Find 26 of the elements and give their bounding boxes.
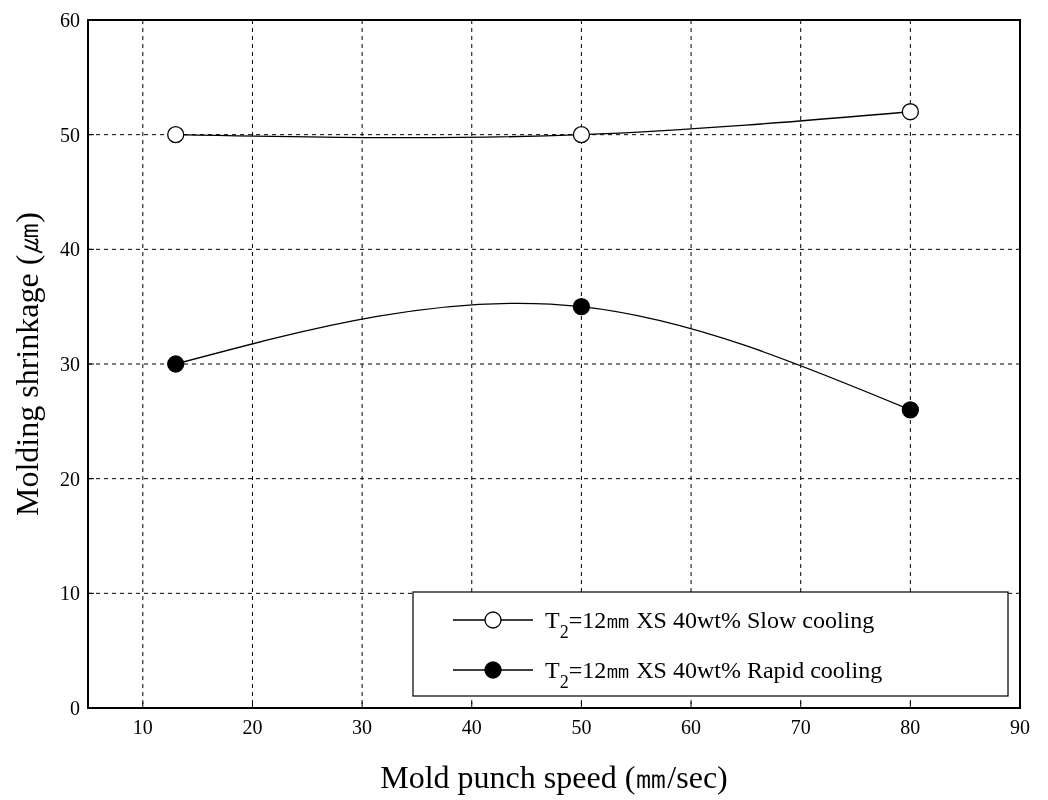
legend-label: T$_{2}$=12㎜ XS 40wt% Rapid cooling (545, 657, 883, 692)
point (167, 355, 185, 373)
x-tick-label: 70 (790, 716, 811, 738)
point (901, 103, 919, 121)
point (572, 298, 591, 316)
legend-label: T$_{2}$=12㎜ XS 40wt% Slow cooling (545, 607, 875, 642)
x-tick-label: 90 (1010, 716, 1030, 738)
point (167, 126, 185, 144)
y-tick-label: 40 (60, 238, 80, 261)
x-tick-label: 10 (132, 716, 153, 738)
x-tick-label: 40 (461, 716, 482, 738)
x-tick-label: 20 (242, 716, 263, 738)
y-tick-label: 60 (60, 9, 80, 31)
point (572, 126, 591, 144)
x-tick-label: 30 (352, 716, 373, 738)
x-axis-title: Mold punch speed (㎜/sec) (380, 759, 728, 795)
x-tick-label: 50 (571, 716, 592, 738)
y-tick-label: 30 (60, 353, 80, 375)
point (901, 401, 919, 419)
x-tick-label: 60 (681, 716, 702, 738)
y-tick-label: 20 (60, 467, 80, 490)
y-tick-label: 50 (60, 123, 80, 146)
x-tick-label: 80 (900, 716, 921, 738)
y-tick-label: 0 (70, 697, 80, 719)
y-axis-title: Molding shrinkage (㎛) (9, 212, 45, 516)
y-tick-label: 10 (60, 582, 80, 605)
